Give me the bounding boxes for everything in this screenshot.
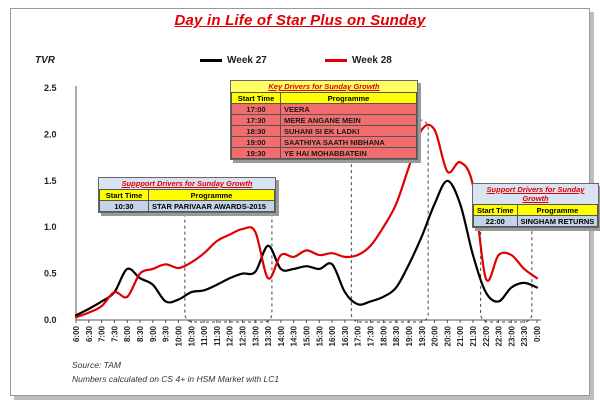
support-drivers-right-table: Start Time Programme 22:00 SINGHAM RETURNS	[473, 204, 599, 227]
table-cell: YE HAI MOHABBATEIN	[280, 147, 417, 159]
x-tick-label: 6:00	[72, 325, 81, 342]
y-tick-label: 1.5	[44, 176, 57, 186]
header-programme: Programme	[148, 189, 275, 201]
chart-title: Day in Life of Star Plus on Sunday	[174, 12, 426, 29]
x-tick-label: 18:00	[379, 325, 388, 346]
x-tick-label: 7:30	[110, 325, 119, 342]
x-tick-label: 23:30	[520, 325, 529, 346]
x-tick-label: 18:30	[392, 325, 401, 346]
legend-week27: Week 27	[200, 55, 267, 66]
x-tick-label: 10:30	[187, 325, 196, 346]
x-tick-label: 12:00	[226, 325, 235, 346]
x-tick-label: 16:00	[328, 325, 337, 346]
x-tick-label: 15:30	[315, 325, 324, 346]
x-tick-label: 6:30	[85, 325, 94, 342]
table-cell: SAATHIYA SAATH NIBHANA	[280, 136, 417, 148]
x-tick-label: 11:30	[213, 325, 222, 346]
x-tick-label: 10:00	[174, 325, 183, 346]
table-cell: 22:00	[473, 215, 518, 227]
x-tick-label: 17:30	[367, 325, 376, 346]
source-line-1: Source: TAM	[72, 360, 121, 370]
y-tick-label: 2.5	[44, 83, 57, 93]
table-cell: 19:00	[231, 136, 281, 148]
table-cell: SINGHAM RETURNS	[516, 215, 599, 227]
table-cell: 18:30	[231, 125, 281, 137]
x-tick-label: 15:00	[303, 325, 312, 346]
x-tick-label: 11:00	[200, 325, 209, 346]
legend-week28-swatch	[325, 59, 347, 62]
key-drivers-box: Key Drivers for Sunday Growth Start Time…	[230, 80, 418, 160]
x-tick-label: 19:30	[418, 325, 427, 346]
x-tick-label: 22:30	[495, 325, 504, 346]
x-tick-label: 21:30	[469, 325, 478, 346]
highlight-region-3	[480, 204, 533, 323]
series-line-week-28	[74, 123, 539, 319]
x-tick-label: 19:00	[405, 325, 414, 346]
x-tick-label: 9:00	[149, 325, 158, 342]
header-programme: Programme	[516, 204, 599, 216]
legend-week28: Week 28	[325, 55, 392, 66]
x-tick-label: 9:30	[162, 325, 171, 342]
table-cell: 17:30	[231, 114, 281, 126]
table-cell: 10:30	[99, 200, 149, 212]
x-tick-label: 7:00	[98, 325, 107, 342]
key-drivers-table: Start Time Programme 17:00 VEERA 17:30 MERE…	[231, 92, 417, 159]
y-tick-label: 0.0	[44, 315, 57, 325]
support-drivers-left-box: Suppport Drivers for Sunday Growth Start…	[98, 177, 276, 213]
table-cell: 19:30	[231, 147, 281, 159]
x-tick-label: 17:00	[354, 325, 363, 346]
x-tick-label: 14:30	[290, 325, 299, 346]
key-drivers-title: Key Drivers for Sunday Growth	[268, 82, 380, 91]
y-axis-label: TVR	[35, 55, 55, 66]
table-cell: STAR PARIVAAR AWARDS-2015	[148, 200, 275, 212]
x-tick-label: 8:00	[123, 325, 132, 342]
header-programme: Programme	[280, 92, 417, 104]
y-tick-label: 1.0	[44, 222, 57, 232]
legend-week27-swatch	[200, 59, 222, 62]
x-tick-label: 0:00	[533, 325, 542, 342]
x-tick-label: 8:30	[136, 325, 145, 342]
table-cell: SUHANI SI EK LADKI	[280, 125, 417, 137]
x-tick-label: 16:30	[341, 325, 350, 346]
table-cell: VEERA	[280, 103, 417, 115]
support-drivers-right-box: Support Drivers for Sunday Growth Start …	[472, 183, 599, 228]
x-tick-label: 20:00	[431, 325, 440, 346]
legend-week28-label: Week 28	[352, 55, 392, 66]
legend-week27-label: Week 27	[227, 55, 267, 66]
x-tick-label: 20:30	[443, 325, 452, 346]
x-tick-label: 22:00	[482, 325, 491, 346]
table-cell: 17:00	[231, 103, 281, 115]
header-start-time: Start Time	[473, 204, 518, 216]
y-tick-label: 2.0	[44, 129, 57, 139]
x-tick-label: 21:00	[456, 325, 465, 346]
support-drivers-right-title: Support Drivers for Sunday Growth	[486, 185, 585, 203]
y-tick-label: 0.5	[44, 269, 57, 279]
series-line-week-27	[74, 179, 539, 317]
source-line-2: Numbers calculated on CS 4+ in HSM Marke…	[72, 374, 280, 384]
highlight-region-1	[184, 204, 273, 323]
x-tick-label: 12:30	[238, 325, 247, 346]
table-cell: MERE ANGANE MEIN	[280, 114, 417, 126]
x-tick-label: 13:00	[251, 325, 260, 346]
header-start-time: Start Time	[99, 189, 149, 201]
x-tick-label: 14:00	[277, 325, 286, 346]
header-start-time: Start Time	[231, 92, 281, 104]
support-drivers-left-title: Suppport Drivers for Sunday Growth	[121, 179, 253, 188]
support-drivers-left-table: Start Time Programme 10:30 STAR PARIVAAR A…	[99, 189, 275, 212]
x-tick-label: 23:00	[507, 325, 516, 346]
x-tick-label: 13:30	[264, 325, 273, 346]
